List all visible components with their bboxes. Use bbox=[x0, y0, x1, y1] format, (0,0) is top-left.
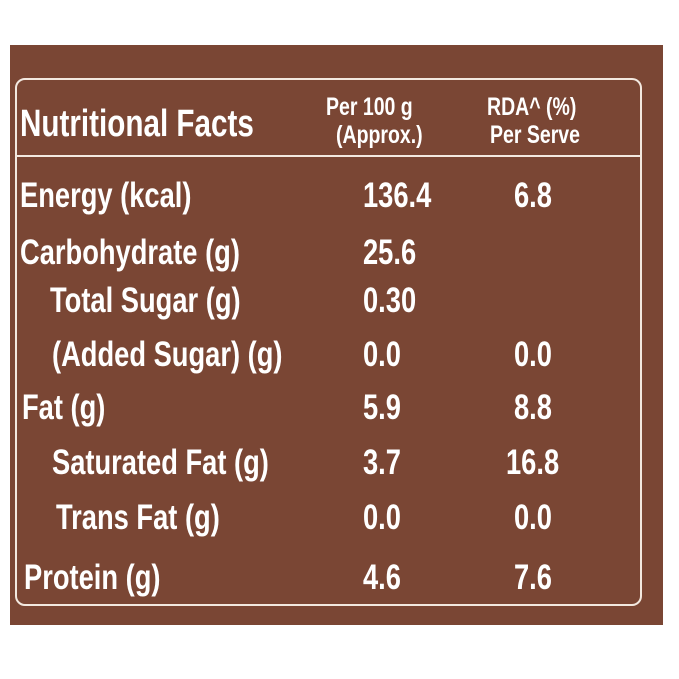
approx-header: (Approx.) bbox=[336, 121, 423, 149]
per100-saturated-fat: 3.7 bbox=[363, 443, 401, 482]
rda-header: RDA^ (%) bbox=[487, 93, 577, 121]
per100-energy: 136.4 bbox=[363, 176, 432, 215]
per-100g-header: Per 100 g bbox=[326, 93, 413, 121]
per-serve-header: Per Serve bbox=[490, 121, 580, 149]
row-label-total-sugar: Total Sugar (g) bbox=[50, 281, 241, 320]
row-label-fat: Fat (g) bbox=[22, 388, 106, 427]
rda-fat: 8.8 bbox=[514, 388, 552, 427]
header-divider bbox=[15, 155, 642, 157]
per100-carbohydrate: 25.6 bbox=[363, 233, 417, 272]
row-label-trans-fat: Trans Fat (g) bbox=[56, 498, 220, 537]
rda-energy: 6.8 bbox=[514, 176, 552, 215]
per100-protein: 4.6 bbox=[363, 558, 401, 597]
per100-total-sugar: 0.30 bbox=[363, 281, 417, 320]
per100-fat: 5.9 bbox=[363, 388, 401, 427]
per100-trans-fat: 0.0 bbox=[363, 498, 401, 537]
nutrition-panel: Nutritional Facts Per 100 g (Approx.) RD… bbox=[10, 45, 663, 625]
table-title: Nutritional Facts bbox=[20, 103, 254, 145]
row-label-protein: Protein (g) bbox=[24, 558, 161, 597]
row-label-carbohydrate: Carbohydrate (g) bbox=[20, 233, 240, 272]
row-label-saturated-fat: Saturated Fat (g) bbox=[52, 443, 269, 482]
rda-trans-fat: 0.0 bbox=[514, 498, 552, 537]
row-label-energy: Energy (kcal) bbox=[20, 176, 192, 215]
rda-saturated-fat: 16.8 bbox=[506, 443, 560, 482]
table-frame bbox=[15, 78, 642, 606]
rda-protein: 7.6 bbox=[514, 558, 552, 597]
per100-added-sugar: 0.0 bbox=[363, 335, 401, 374]
row-label-added-sugar: (Added Sugar) (g) bbox=[52, 335, 283, 374]
rda-added-sugar: 0.0 bbox=[514, 335, 552, 374]
